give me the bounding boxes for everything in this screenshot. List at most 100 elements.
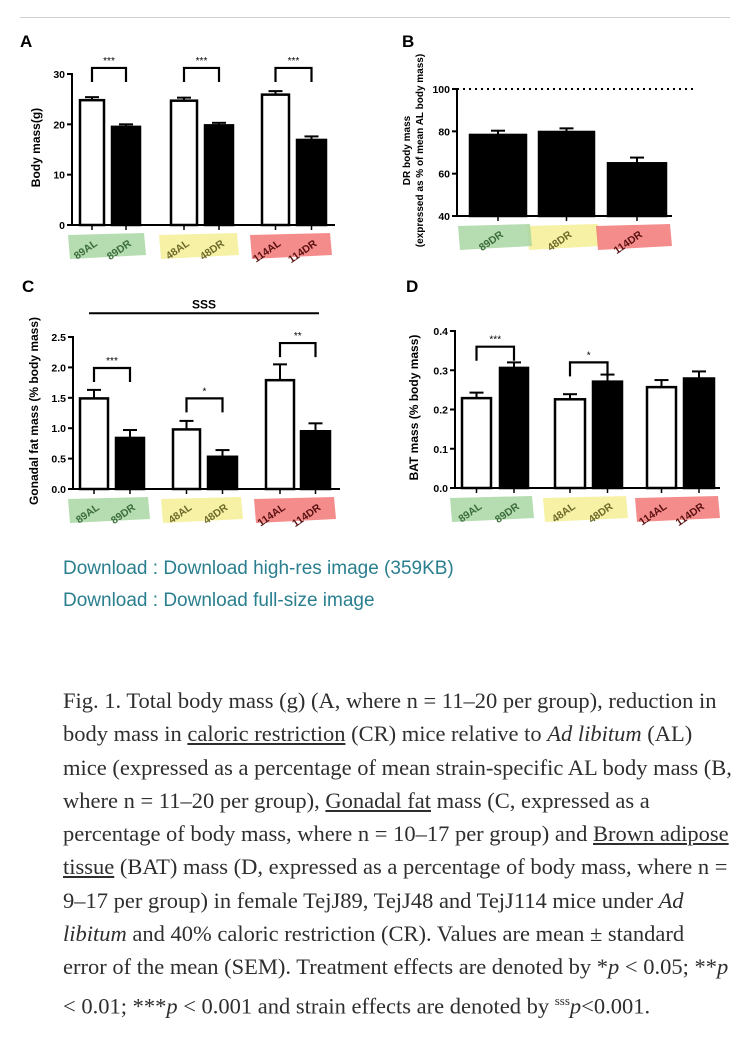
download-full-size-link[interactable]: Download : Download full-size image xyxy=(63,590,375,611)
caption-text: and 40% caloric restriction (CR). Values… xyxy=(63,921,685,980)
strain-highlight-48 xyxy=(161,497,243,523)
y-tick-label: 2.0 xyxy=(51,362,66,374)
bar-89AL xyxy=(78,397,110,491)
significance-label: * xyxy=(587,350,591,361)
strain-highlight-114 xyxy=(596,224,672,250)
y-tick-label: 0.0 xyxy=(51,484,66,496)
bar-48DR xyxy=(591,380,624,490)
caption-text: < 0.05; ** xyxy=(619,954,717,980)
y-axis-label: DR body mass xyxy=(402,115,413,185)
caption-text: (CR) mice relative to xyxy=(345,721,548,747)
significance-label: * xyxy=(203,386,207,397)
bar-48DR xyxy=(206,455,239,491)
caption-text: < 0.001 and strain effects are denoted b… xyxy=(177,993,555,1019)
bar-48AL xyxy=(553,398,587,490)
bar-48DR xyxy=(537,130,596,218)
strain-highlight-48 xyxy=(543,496,628,522)
caption-text: (AL) mice (expressed as a percentage of … xyxy=(63,721,732,813)
strain-highlight-48 xyxy=(159,233,239,259)
top-divider xyxy=(20,17,730,18)
y-axis-label: Body mass(g) xyxy=(29,108,43,187)
figure-caption: Fig. 1. Total body mass (g) (A, where n … xyxy=(63,684,733,1022)
bar-114DR xyxy=(299,429,332,491)
y-tick-label: 0.1 xyxy=(433,444,448,456)
bar-48AL xyxy=(169,99,199,227)
y-tick-label: 0 xyxy=(59,220,65,232)
strain-effect-label: SSS xyxy=(192,297,216,311)
panel-letter: D xyxy=(406,277,418,296)
download-high-res-link[interactable]: Download : Download high-res image (359K… xyxy=(63,558,454,579)
caption-text: mass (C, expressed as a percentage of bo… xyxy=(63,787,650,847)
caption-text: p xyxy=(608,954,620,980)
significance-label: *** xyxy=(288,56,300,67)
significance-bracket xyxy=(182,66,221,82)
caption-text: p xyxy=(717,954,729,980)
strain-highlight-114 xyxy=(635,496,720,522)
significance-bracket xyxy=(278,341,317,358)
strain-highlight-89 xyxy=(450,496,534,522)
y-tick-label: 100 xyxy=(432,84,450,96)
caption-text: sss xyxy=(554,992,570,1008)
panel-letter: C xyxy=(22,277,34,296)
bar-114DR xyxy=(682,377,716,490)
y-tick-label: 0.5 xyxy=(51,454,66,466)
significance-bracket xyxy=(185,397,224,413)
significance-label: ** xyxy=(294,331,302,342)
significance-label: *** xyxy=(103,56,115,67)
bar-114AL xyxy=(260,93,291,227)
caption-link[interactable]: Gonadal fat xyxy=(325,787,432,813)
bar-89AL xyxy=(460,396,493,490)
bar-89DR xyxy=(498,366,530,490)
y-tick-label: 80 xyxy=(438,126,450,138)
y-tick-label: 1.0 xyxy=(51,423,66,435)
bar-114AL xyxy=(645,385,678,490)
bar-48AL xyxy=(171,428,202,491)
caption-link[interactable]: caloric restriction xyxy=(187,721,346,747)
bar-89AL xyxy=(78,98,106,227)
bar-89DR xyxy=(468,133,528,218)
y-tick-label: 20 xyxy=(53,119,65,131)
strain-highlight-89 xyxy=(68,233,146,259)
significance-bracket xyxy=(92,366,132,383)
y-tick-label: 0.0 xyxy=(433,483,448,495)
y-tick-label: 1.5 xyxy=(51,393,66,405)
caption-text: p xyxy=(166,993,178,1019)
bar-114DR xyxy=(295,138,328,227)
significance-label: *** xyxy=(106,356,118,367)
bar-114DR xyxy=(606,162,668,218)
y-tick-label: 0.3 xyxy=(433,365,448,377)
strain-highlight-114 xyxy=(254,497,336,523)
caption-text: (BAT) mass (D, expressed as a percentage… xyxy=(63,854,728,913)
caption-text: p xyxy=(569,993,582,1019)
bar-48DR xyxy=(203,124,235,227)
panel-letter: A xyxy=(20,32,32,51)
caption-text: <0.001. xyxy=(581,993,651,1019)
significance-label: *** xyxy=(196,56,208,67)
significance-bracket xyxy=(274,66,313,82)
y-axis-label: BAT mass (% body mass) xyxy=(407,335,421,481)
y-axis-label: (expressed as % of mean AL body mass) xyxy=(415,54,426,247)
caption-text: Ad libitum xyxy=(547,721,642,747)
significance-bracket xyxy=(475,345,516,361)
caption-text: Fig. 1. Total body mass (g) (A, where n … xyxy=(63,688,717,747)
significance-bracket xyxy=(90,66,128,82)
y-axis-label: Gonadal fat mass (% body mass) xyxy=(27,317,41,505)
caption-link[interactable]: Brown adipose tissue xyxy=(63,821,729,880)
y-tick-label: 60 xyxy=(438,169,450,181)
strain-highlight-89 xyxy=(68,497,150,523)
y-tick-label: 10 xyxy=(53,170,65,182)
bar-89DR xyxy=(114,436,146,491)
y-tick-label: 2.5 xyxy=(51,332,66,344)
significance-label: *** xyxy=(489,335,501,346)
bar-89DR xyxy=(110,125,142,227)
y-tick-label: 0.2 xyxy=(433,405,448,417)
panel-letter: B xyxy=(402,32,414,51)
strain-highlight-114 xyxy=(250,233,332,259)
strain-highlight-48 xyxy=(527,224,600,250)
strain-highlight-89 xyxy=(458,224,532,250)
significance-bracket xyxy=(568,361,609,377)
